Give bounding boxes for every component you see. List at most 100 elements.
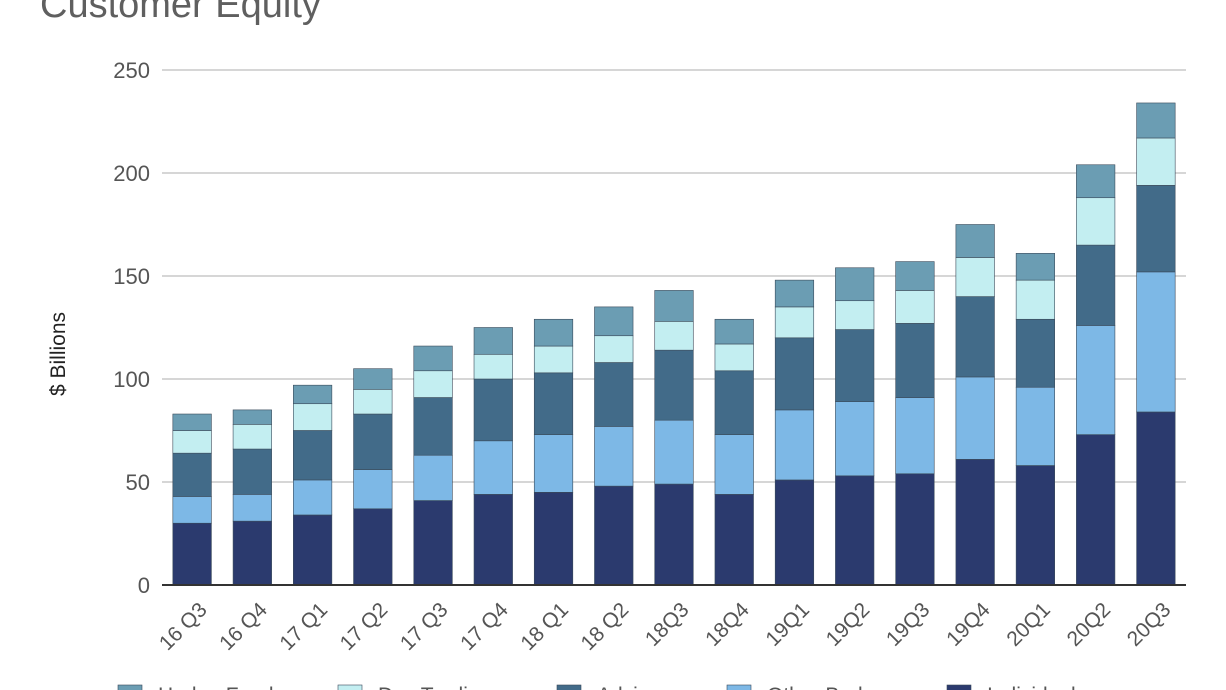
bar-segment [293,479,333,516]
bar-segment [413,370,453,398]
bar-segment [835,267,875,302]
x-tick-label: 17 Q1 [275,598,332,655]
bar-segment [774,409,815,481]
x-tick-label: 20Q2 [1063,598,1116,651]
x-tick-label: 16 Q4 [215,598,272,655]
bar-segment [533,345,574,374]
bar-segment [293,514,333,586]
x-tick-label: 18 Q1 [516,598,573,655]
x-tick-label: 19Q3 [882,598,935,651]
legend-label: Individual [987,684,1076,690]
x-axis-ticks: 16 Q3 16 Q4 17 Q1 17 Q2 17 Q3 17 Q4 18 Q1 18 Q2… [155,598,1175,655]
bar-segment [413,500,453,586]
y-tick-label: 100 [113,367,150,392]
bar-segment [413,345,453,372]
bar-segment [353,508,393,586]
bar-segment [955,376,995,460]
bar-segment [413,454,453,501]
bar-segment [654,483,694,586]
bar-segment [353,368,393,390]
bar-segment [533,318,574,347]
y-axis-ticks: 0 50 100 150 200 250 [113,58,150,598]
bar-segment [293,384,333,405]
bar-segment [353,388,393,415]
bar-segment [1015,253,1055,281]
x-tick-label: 18Q3 [641,598,694,651]
bars [172,102,1176,586]
legend-swatch [117,684,143,690]
bar-segment [895,261,935,291]
bar-segment [594,485,634,586]
bar-segment [232,520,272,586]
legend-label: Advisor [597,684,667,690]
bar-segment [654,349,694,421]
bar-segment [533,434,574,493]
bar-segment [1136,411,1176,586]
x-tick-label: 18 Q2 [577,598,634,655]
bar-segment [1076,434,1116,586]
x-tick-label: 20Q1 [1002,598,1055,651]
bar-segment [774,306,815,339]
bar-segment [172,496,212,524]
bar-segment [1076,197,1116,246]
y-tick-label: 200 [113,161,150,186]
chart-title: Customer Equity [40,0,321,26]
legend-swatch [337,684,363,690]
bar-segment [473,327,513,355]
bar-segment [714,434,754,495]
x-tick-label: 16 Q3 [155,598,212,655]
bar-segment [473,494,513,586]
bar-segment [473,440,513,495]
bar-segment [594,306,634,337]
bar-segment [232,409,272,425]
bar-segment [895,290,935,324]
bar-segment [1015,318,1055,388]
bar-segment [172,413,212,431]
bar-segment [533,372,574,435]
bar-segment [895,323,935,398]
bar-segment [774,479,815,586]
bar-segment [232,494,272,522]
bar-segment [1076,164,1116,199]
bar-segment [955,257,995,297]
bar-segment [835,401,875,477]
legend-label: Day Trading [378,684,491,690]
bar-segment [654,419,694,485]
bar-segment [293,403,333,431]
y-tick-label: 150 [113,264,150,289]
y-tick-label: 0 [138,573,150,598]
bar-segment [654,321,694,351]
bar-segment [955,224,995,258]
x-tick-label: 17 Q2 [336,598,393,655]
bar-segment [172,430,212,454]
bar-segment [835,475,875,586]
x-tick-label: 19Q4 [942,598,995,651]
bar-segment [654,290,694,322]
bar-segment [172,522,212,586]
bar-segment [1136,102,1176,139]
bar-segment [232,424,272,450]
bar-segment [714,494,754,586]
bar-segment [594,335,634,363]
bar-segment [714,318,754,345]
bar-segment [714,343,754,372]
bar-segment [594,426,634,487]
y-tick-label: 50 [126,470,150,495]
bar-segment [473,353,513,380]
x-tick-label: 19Q1 [761,598,814,651]
bar-segment [774,337,815,411]
bar-segment [1076,325,1116,435]
bar-segment [172,452,212,497]
bar-segment [895,397,935,475]
legend-swatch [726,684,752,690]
legend-swatch [946,684,972,690]
y-axis-label: $ Billions [47,312,70,396]
legend-label: Hedge Fund [158,684,274,690]
bar-segment [1136,185,1176,273]
legend-swatch [556,684,582,690]
bar-segment [473,378,513,442]
legend: Hedge Fund Day Trading Advisor Other Broker… [117,684,1076,690]
bar-segment [1076,244,1116,326]
bar-segment [714,370,754,435]
bar-segment [835,300,875,330]
